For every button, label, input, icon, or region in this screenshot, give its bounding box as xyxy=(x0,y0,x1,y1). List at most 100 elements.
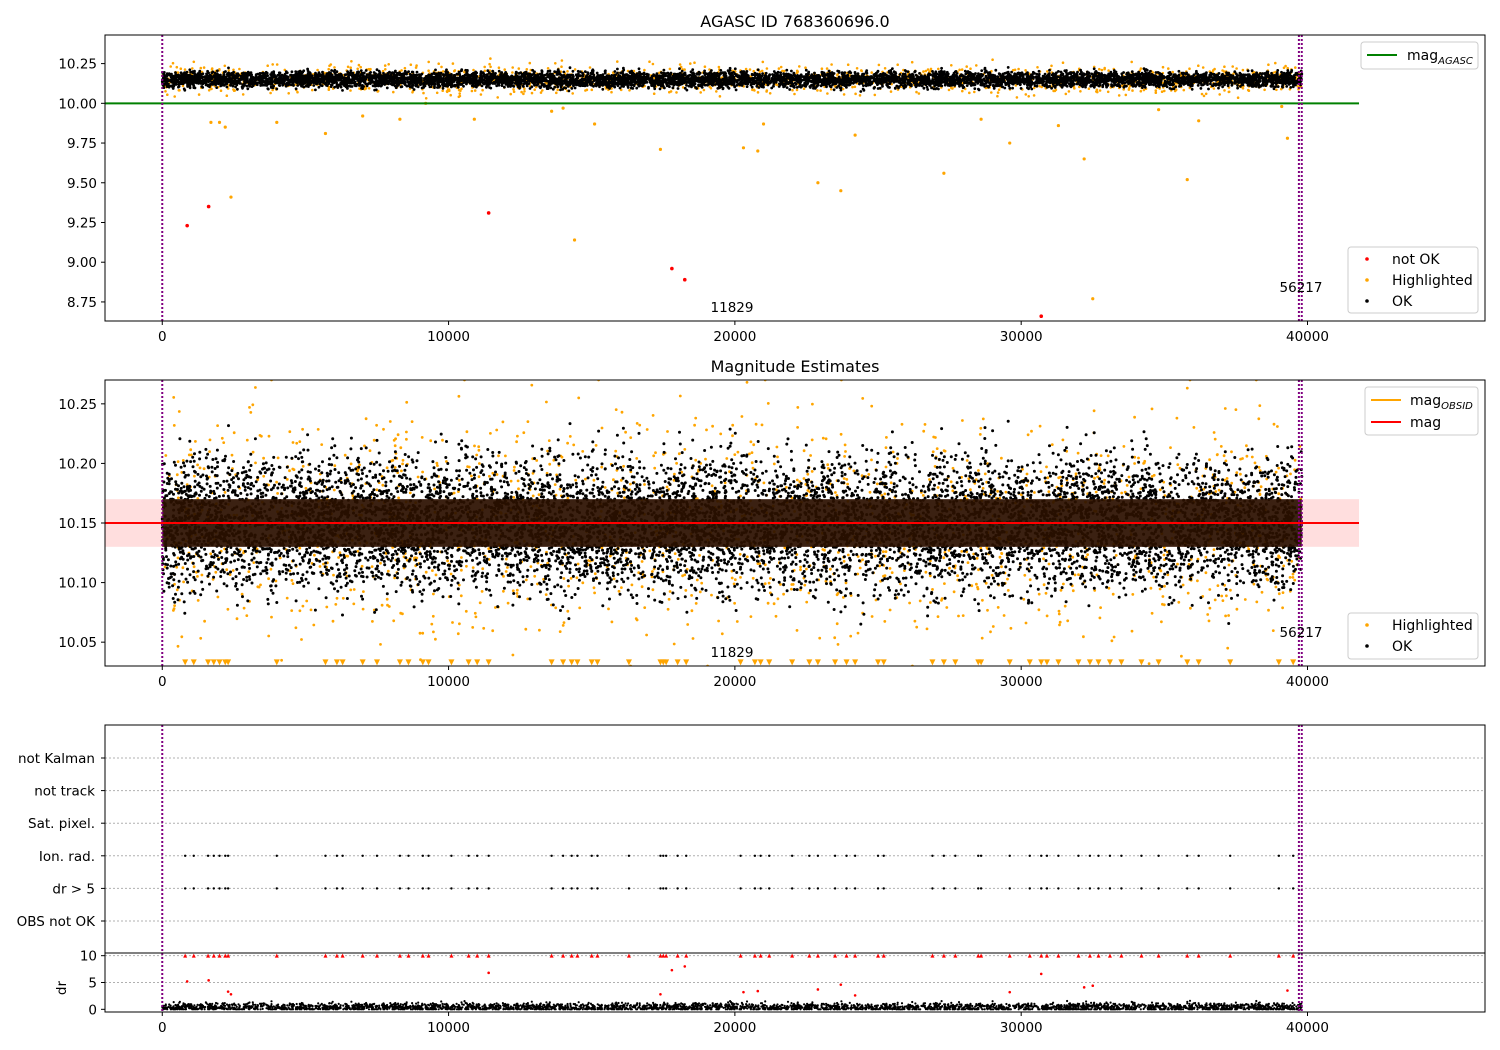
dr-clipped-marker xyxy=(1156,953,1161,958)
flag-point xyxy=(421,887,425,890)
flag-point xyxy=(487,887,490,890)
flag-point xyxy=(192,854,195,857)
top-legend-upper: magAGASC xyxy=(1360,41,1479,70)
highlighted-point xyxy=(223,125,227,129)
top-ytick-label: 9.00 xyxy=(67,255,97,271)
legend-label-not-ok: not OK xyxy=(1392,252,1440,268)
below-range-marker xyxy=(405,659,412,666)
legend-marker-ok xyxy=(1365,299,1369,303)
flag-point xyxy=(275,887,278,890)
flag-point xyxy=(759,887,762,890)
flag-point xyxy=(1157,887,1160,890)
legend-label-ok: OK xyxy=(1392,639,1413,655)
flag-point xyxy=(590,854,593,857)
flag-point xyxy=(596,887,599,890)
highlighted-point xyxy=(1185,177,1189,182)
highlighted-point xyxy=(229,195,233,199)
panel-1-plot-area xyxy=(105,380,1360,666)
below-range-marker xyxy=(373,659,380,666)
dr-clipped-marker xyxy=(549,953,554,958)
flag-point xyxy=(664,887,668,890)
dr-high-point xyxy=(670,968,674,972)
below-range-marker xyxy=(663,659,670,666)
flag-point xyxy=(475,854,479,857)
dr-xtick-label: 10000 xyxy=(427,1020,470,1036)
dr-clipped-marker xyxy=(223,953,228,958)
dr-clipped-marker xyxy=(738,953,743,958)
flag-point xyxy=(206,854,210,857)
dr-high-point xyxy=(1008,990,1012,994)
flag-point xyxy=(676,854,679,857)
below-range-marker xyxy=(396,659,403,666)
dr-clipped-marker xyxy=(664,953,669,958)
dr-high-point xyxy=(659,993,662,996)
below-range-marker xyxy=(594,659,601,666)
highlighted-point xyxy=(942,171,946,175)
flag-point xyxy=(218,887,221,890)
flag-point xyxy=(1040,854,1043,857)
flag-point xyxy=(659,887,662,890)
below-range-marker xyxy=(448,659,455,666)
flag-point xyxy=(662,854,665,857)
legend-marker-ok xyxy=(1365,644,1369,648)
dr-clipped-marker xyxy=(767,953,772,958)
below-range-marker xyxy=(333,659,340,666)
highlighted-point xyxy=(217,120,222,124)
legend-label-highlighted: Highlighted xyxy=(1392,273,1473,289)
middle-ytick-label: 10.25 xyxy=(58,397,97,413)
flag-point xyxy=(659,854,662,857)
dr-clipped-marker xyxy=(406,953,411,958)
flag-point xyxy=(324,887,327,890)
flag-point xyxy=(375,887,379,890)
flag-point xyxy=(427,887,430,890)
highlighted-point xyxy=(398,117,402,121)
flag-point xyxy=(407,854,410,857)
legend-marker-highlighted xyxy=(1365,278,1369,282)
dr-clipped-marker xyxy=(1039,953,1044,958)
flag-point xyxy=(833,887,837,890)
flag-point xyxy=(759,854,762,857)
below-range-marker xyxy=(1106,659,1113,666)
below-range-marker xyxy=(359,659,366,666)
dr-ytick-label: 10 xyxy=(80,949,97,965)
dr-clipped-marker xyxy=(340,953,345,958)
below-range-marker xyxy=(465,659,472,666)
dr-ytick-label: 5 xyxy=(88,976,97,992)
flag-point xyxy=(1197,887,1200,890)
flag-point xyxy=(361,887,364,890)
flag-point xyxy=(954,854,957,857)
below-range-marker xyxy=(1290,659,1297,666)
not-ok-point xyxy=(670,266,674,271)
dr-clipped-marker xyxy=(1228,953,1233,958)
flag-point xyxy=(816,887,820,890)
flag-point xyxy=(768,854,771,857)
flag-point xyxy=(977,854,980,857)
flag-point xyxy=(685,887,688,890)
dr-high-point xyxy=(816,988,820,991)
middle-ytick-label: 10.10 xyxy=(58,576,97,592)
middle-ytick-label: 10.15 xyxy=(58,516,97,532)
flag-point xyxy=(324,854,327,857)
dr-clipped-marker xyxy=(976,953,981,958)
dr-clipped-marker xyxy=(595,953,600,958)
dr-clipped-marker xyxy=(844,953,849,958)
top-xtick-label: 10000 xyxy=(427,329,470,345)
flag-point xyxy=(1108,854,1112,857)
dr-clipped-marker xyxy=(1076,953,1081,958)
top-ytick-label: 10.00 xyxy=(58,96,97,112)
flag-category-label: dr > 5 xyxy=(52,881,95,897)
below-range-marker xyxy=(1195,659,1202,666)
flag-point xyxy=(450,854,453,857)
flag-point xyxy=(1228,854,1232,857)
below-range-marker xyxy=(952,659,959,666)
flag-point xyxy=(790,887,794,890)
below-range-marker xyxy=(978,659,985,666)
dr-high-point xyxy=(226,990,230,993)
flag-point xyxy=(183,887,187,890)
highlighted-point xyxy=(1285,136,1290,140)
middle-ytick-label: 10.20 xyxy=(58,456,97,472)
flag-point xyxy=(596,854,599,857)
dr-xtick-label: 0 xyxy=(158,1020,167,1036)
middle-ytick-label: 10.05 xyxy=(58,635,97,651)
dr-clipped-marker xyxy=(1119,953,1124,958)
